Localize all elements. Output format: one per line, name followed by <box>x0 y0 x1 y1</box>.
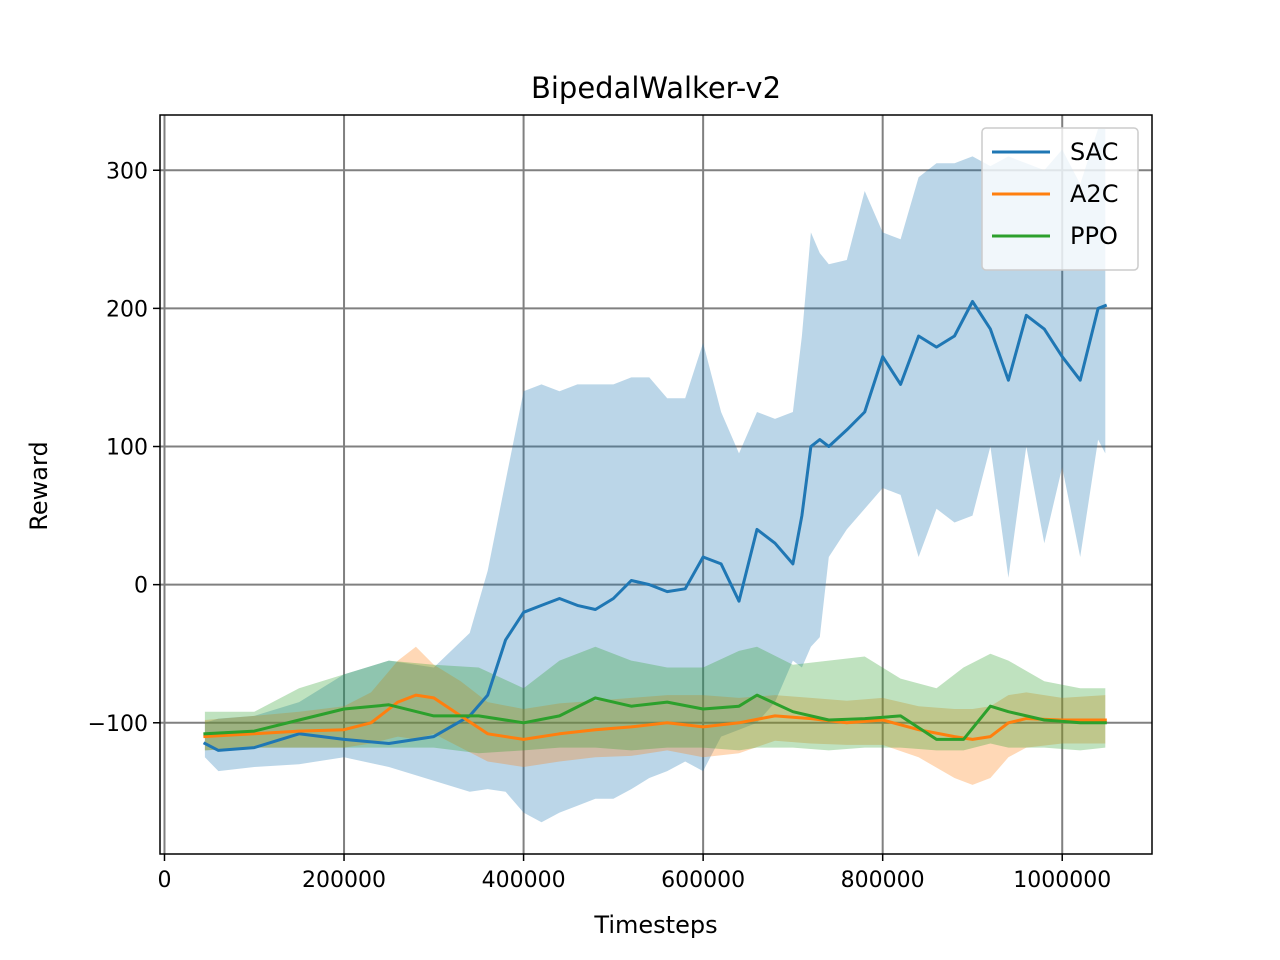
line-a2c <box>203 693 1107 741</box>
y-axis: −100 0 100 200 300 <box>88 159 160 737</box>
plot-frame <box>159 114 1153 855</box>
y-axis-title: Reward <box>25 441 53 530</box>
line-ppo <box>203 693 1107 741</box>
legend-label-ppo: PPO <box>1070 222 1118 250</box>
x-tick-label: 0 <box>157 868 171 893</box>
line-sac <box>202 300 1108 752</box>
y-tick-label: 300 <box>106 159 148 184</box>
y-tick-label: −100 <box>88 712 148 737</box>
x-tick-label: 600000 <box>661 868 745 893</box>
band-ppo <box>204 646 1106 754</box>
x-tick-label: 1000000 <box>1013 868 1111 893</box>
band-sac <box>204 128 1106 823</box>
legend-label-sac: SAC <box>1070 138 1118 166</box>
x-tick-label: 200000 <box>302 868 386 893</box>
series-lines <box>202 300 1108 752</box>
x-tick-label: 400000 <box>482 868 566 893</box>
y-tick-label: 200 <box>106 297 148 322</box>
chart-title: BipedalWalker-v2 <box>531 71 781 105</box>
legend-label-a2c: A2C <box>1070 180 1118 208</box>
x-axis-title: Timesteps <box>593 911 717 939</box>
x-tick-label: 800000 <box>841 868 925 893</box>
band-a2c <box>204 646 1106 785</box>
y-tick-label: 0 <box>134 574 148 599</box>
x-axis: 0 200000 400000 600000 800000 1000000 <box>157 854 1111 893</box>
series-bands <box>204 128 1106 823</box>
y-tick-label: 100 <box>106 436 148 461</box>
legend: SAC A2C PPO <box>981 127 1139 271</box>
